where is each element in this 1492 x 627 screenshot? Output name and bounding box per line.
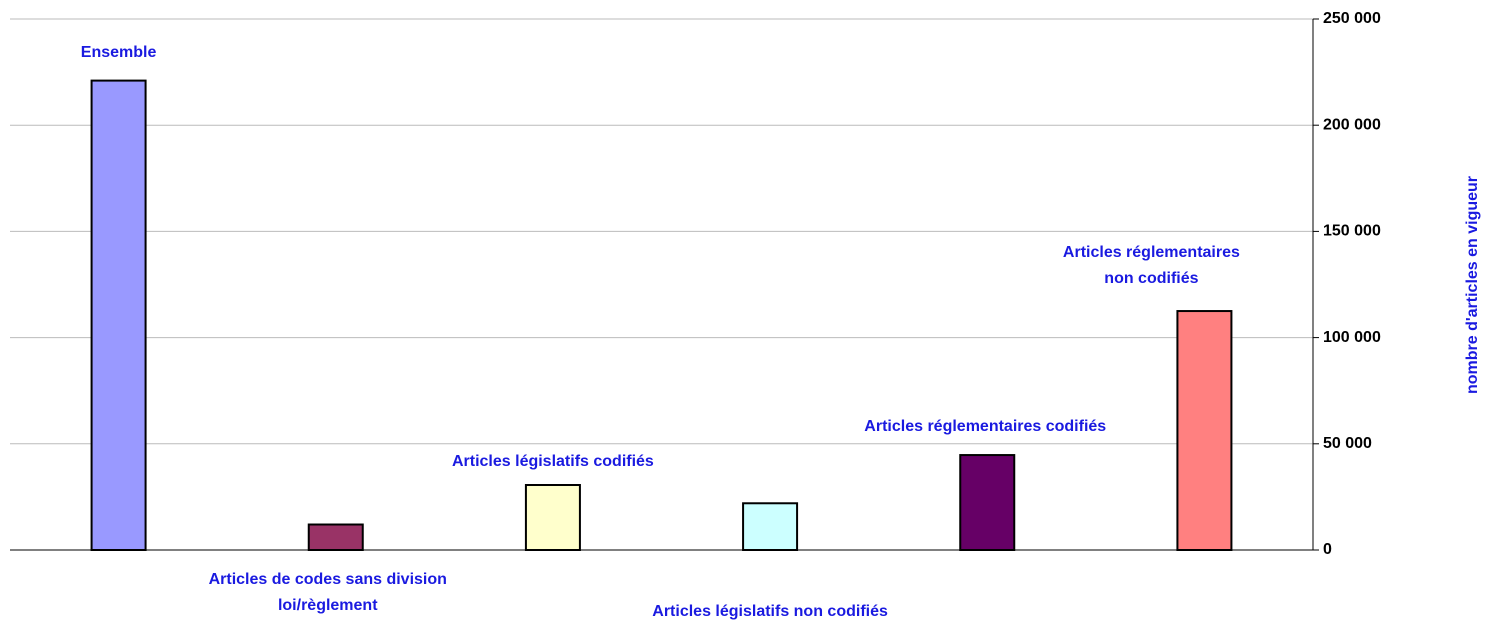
bar (1176, 310, 1233, 551)
category-label: Ensemble (80, 44, 157, 61)
y-tick-label: 50 000 (1323, 435, 1372, 452)
y-tick-label: 250 000 (1323, 10, 1381, 27)
category-label: Articles législatifs non codifiés (652, 603, 888, 620)
category-label: Articles législatifs codifiés (451, 453, 654, 470)
category-label: Articles de codes sans division loi/règl… (208, 571, 447, 614)
y-tick-label: 100 000 (1323, 329, 1381, 346)
y-axis-label: nombre d'articles en vigueur (1464, 176, 1481, 394)
category-label: Articles réglementaires non codifiés (1062, 244, 1240, 287)
category-label: Articles réglementaires codifiés (864, 418, 1107, 435)
y-tick-label: 200 000 (1323, 116, 1381, 133)
y-tick-label: 150 000 (1323, 223, 1381, 240)
bar (90, 79, 147, 551)
bar (742, 502, 799, 552)
bar (959, 454, 1016, 551)
y-tick-label: 0 (1323, 541, 1332, 558)
bar (524, 484, 581, 552)
bar (307, 523, 364, 552)
